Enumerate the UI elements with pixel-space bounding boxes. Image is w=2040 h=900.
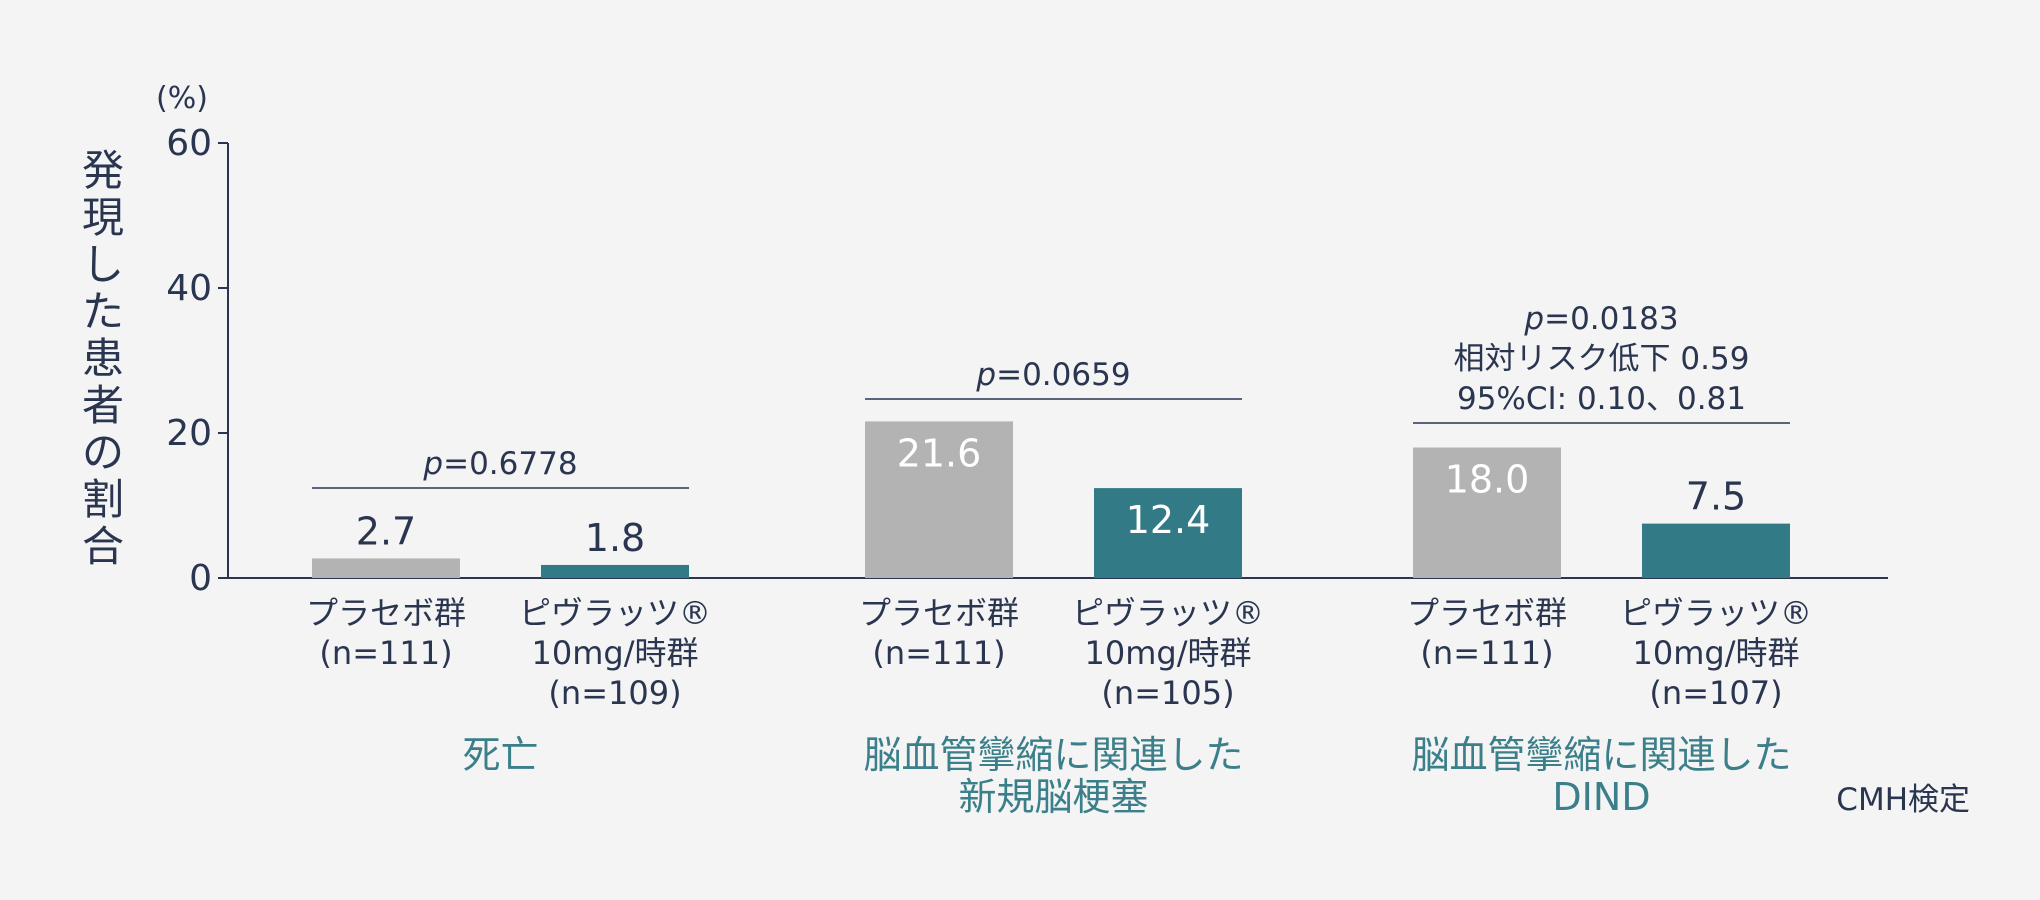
data-label: 1.8 <box>585 516 645 560</box>
stat-annotation: p=0.0183 <box>1523 301 1678 337</box>
x-tick-label: プラセボ群 <box>859 594 1019 632</box>
data-label: 18.0 <box>1445 458 1530 502</box>
stat-annotation: 相対リスク低下 0.59 <box>1454 341 1750 377</box>
stat-annotation: 95%CI: 0.10、0.81 <box>1457 381 1746 417</box>
bar-treatment <box>1094 488 1242 578</box>
y-tick-label: 20 <box>166 413 212 454</box>
x-tick-label: ピヴラッツ® <box>1072 594 1264 632</box>
x-tick-label: (n=107) <box>1649 674 1782 712</box>
y-tick-label: 0 <box>189 558 212 599</box>
x-tick-label: プラセボ群 <box>306 594 466 632</box>
x-tick-label: ピヴラッツ® <box>519 594 711 632</box>
stat-annotation: p=0.6778 <box>422 446 577 482</box>
y-tick-label: 60 <box>166 123 212 164</box>
data-label: 7.5 <box>1686 475 1746 519</box>
y-tick-label: 40 <box>166 268 212 309</box>
footnote: CMH検定 <box>1836 782 1970 818</box>
group-label: 新規脳梗塞 <box>958 775 1148 819</box>
x-tick-label: (n=111) <box>1420 634 1553 672</box>
x-tick-label: 10mg/時群 <box>532 634 699 672</box>
stat-annotation: p=0.0659 <box>975 357 1130 393</box>
data-label: 12.4 <box>1126 498 1211 542</box>
group-label: DIND <box>1552 775 1650 819</box>
group-label: 脳血管攣縮に関連した <box>1411 733 1791 777</box>
x-tick-label: ピヴラッツ® <box>1620 594 1812 632</box>
bar-placebo <box>865 421 1013 578</box>
group-label: 脳血管攣縮に関連した <box>863 733 1243 777</box>
group-label: 死亡 <box>462 733 538 777</box>
bar-placebo <box>1413 447 1561 578</box>
data-label: 21.6 <box>897 431 982 475</box>
y-axis-unit: (%) <box>156 81 208 116</box>
y-axis-label: 発現した患者の割合 <box>82 146 124 571</box>
bar-treatment <box>1642 523 1790 578</box>
x-tick-label: (n=111) <box>319 634 452 672</box>
x-tick-label: (n=111) <box>872 634 1005 672</box>
data-label: 2.7 <box>356 509 416 553</box>
x-tick-label: (n=105) <box>1101 674 1234 712</box>
x-tick-label: 10mg/時群 <box>1633 634 1800 672</box>
bar-placebo <box>312 558 460 578</box>
x-tick-label: 10mg/時群 <box>1085 634 1252 672</box>
x-tick-label: (n=109) <box>548 674 681 712</box>
x-tick-label: プラセボ群 <box>1407 594 1567 632</box>
bar-treatment <box>541 564 689 578</box>
